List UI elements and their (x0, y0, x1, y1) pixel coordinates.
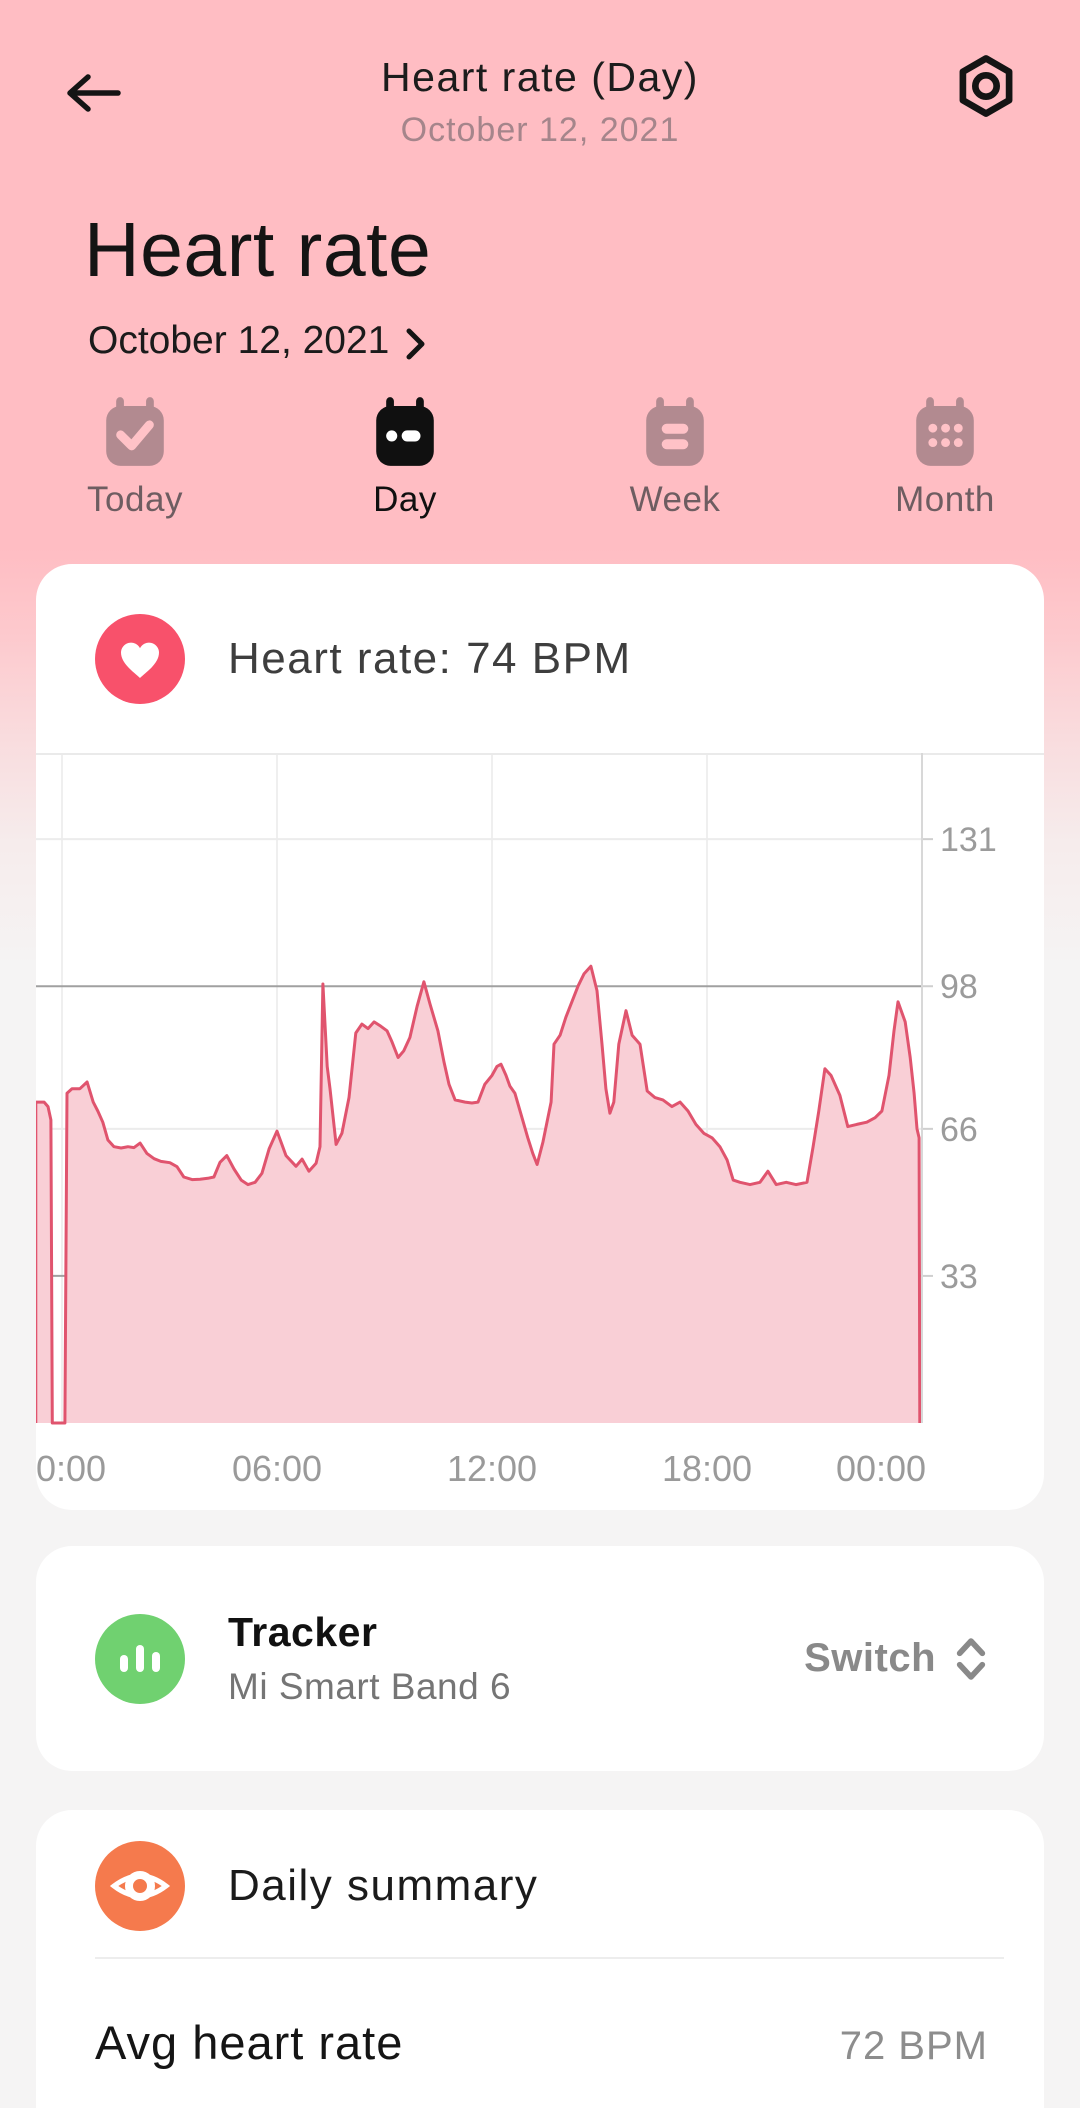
svg-text:98: 98 (940, 968, 978, 1006)
tab-day-label: Day (373, 480, 437, 519)
svg-text:66: 66 (940, 1111, 978, 1149)
page-title: Heart rate (84, 207, 432, 293)
svg-text:131: 131 (940, 821, 997, 859)
calendar-day-icon (376, 397, 434, 466)
eye-icon (95, 1841, 185, 1931)
daily-summary-header: Daily summary (36, 1810, 1044, 1931)
avg-heart-rate-row: Avg heart rate 72 BPM (36, 2015, 1044, 2070)
tracker-texts: Tracker Mi Smart Band 6 (228, 1609, 511, 1708)
svg-text:06:00: 06:00 (232, 1448, 322, 1489)
date-selector[interactable]: October 12, 2021 (88, 319, 426, 363)
daily-summary-card: Daily summary Avg heart rate 72 BPM (36, 1810, 1044, 2108)
svg-text:12:00: 12:00 (447, 1448, 537, 1489)
switch-label: Switch (804, 1636, 936, 1680)
tab-day[interactable]: Day (270, 397, 540, 520)
header-title: Heart rate (Day) (381, 54, 699, 100)
daily-summary-title: Daily summary (228, 1861, 539, 1910)
tab-month-label: Month (895, 480, 995, 519)
calendar-month-icon (916, 397, 974, 466)
back-button[interactable] (62, 52, 182, 118)
tracker-device-name: Mi Smart Band 6 (228, 1666, 512, 1707)
avg-heart-rate-value: 72 BPM (839, 2024, 988, 2068)
tab-week-label: Week (629, 480, 721, 519)
tracker-card: Tracker Mi Smart Band 6 Switch (36, 1546, 1044, 1771)
date-selector-label: October 12, 2021 (88, 319, 390, 362)
up-down-chevrons-icon (956, 1637, 986, 1680)
calendar-check-icon (106, 397, 164, 466)
avg-heart-rate-label: Avg heart rate (95, 2016, 404, 2069)
heart-rate-card-header: Heart rate: 74 BPM (36, 564, 1044, 753)
header-date: October 12, 2021 (400, 111, 680, 149)
range-tabs: Today Day Week (0, 397, 1080, 520)
chevron-right-icon (406, 328, 425, 359)
svg-text:18:00: 18:00 (662, 1448, 752, 1489)
header: Heart rate (Day) October 12, 2021 (0, 0, 1080, 150)
calendar-week-icon (646, 397, 704, 466)
switch-tracker-button[interactable]: Switch (804, 1634, 988, 1684)
svg-text:00:00: 00:00 (836, 1448, 926, 1489)
current-heart-rate-label: Heart rate: 74 BPM (228, 633, 632, 683)
svg-text:0:00: 0:00 (36, 1448, 106, 1489)
tab-today-label: Today (87, 480, 183, 519)
header-titles: Heart rate (Day) October 12, 2021 (182, 54, 898, 150)
hr-chart: 131 98 66 33 0:00 06:00 12:00 18:00 00:00 (36, 753, 1044, 1489)
heart-icon (95, 613, 185, 704)
settings-hexagon-icon (959, 55, 1013, 117)
back-arrow-icon (67, 74, 121, 112)
tab-today[interactable]: Today (0, 397, 270, 520)
tab-month[interactable]: Month (810, 397, 1080, 520)
tracker-title: Tracker (228, 1609, 378, 1655)
svg-text:33: 33 (940, 1258, 978, 1296)
tab-week[interactable]: Week (540, 397, 810, 520)
heart-rate-chart-card: Heart rate: 74 BPM 131 98 66 33 0:00 06:00 12:… (36, 564, 1044, 1510)
bar-chart-icon (95, 1613, 185, 1704)
settings-button[interactable] (898, 52, 1018, 120)
divider (95, 1957, 1004, 1959)
